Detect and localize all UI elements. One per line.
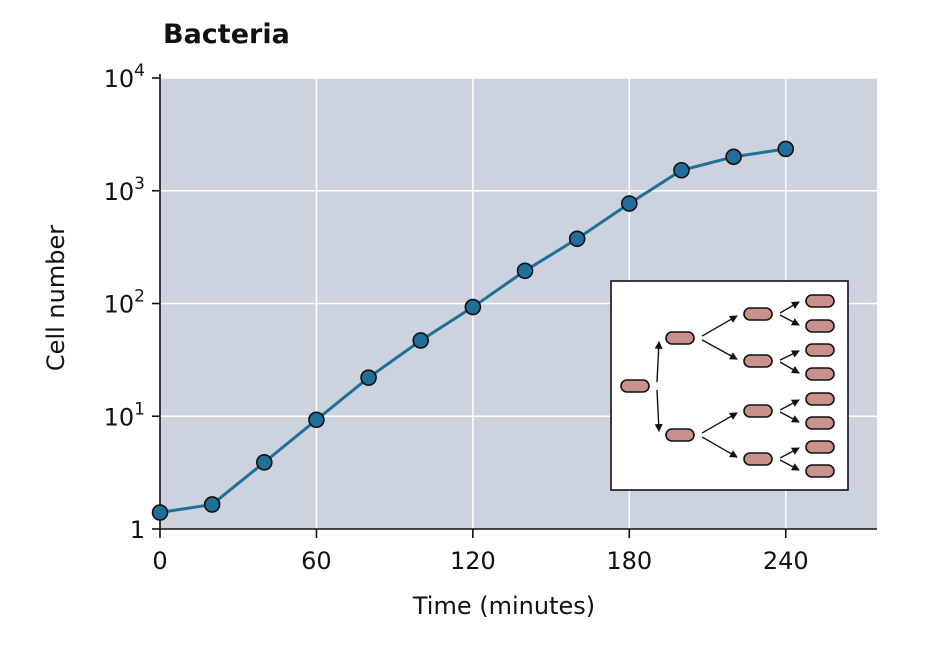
y-tick-label: 1 bbox=[130, 516, 145, 544]
division-arrow bbox=[779, 314, 800, 326]
division-arrow bbox=[779, 399, 800, 411]
division-arrow bbox=[779, 361, 800, 374]
data-point bbox=[412, 332, 430, 349]
division-arrow bbox=[779, 301, 800, 314]
x-tick-label: 0 bbox=[152, 547, 167, 575]
bacterium-cell bbox=[620, 379, 650, 393]
data-point bbox=[308, 411, 325, 429]
bacterium-cell bbox=[805, 464, 835, 478]
x-axis-ticks: 0 60 120 180 240 bbox=[152, 529, 809, 575]
division-arrow bbox=[779, 411, 800, 423]
bacterial-division-tree-icon bbox=[610, 280, 849, 491]
data-point bbox=[360, 369, 377, 386]
x-tick-label: 60 bbox=[301, 547, 332, 575]
division-arrow bbox=[779, 447, 800, 459]
x-axis-label: Time (minutes) bbox=[412, 592, 595, 620]
data-point bbox=[725, 148, 742, 166]
division-arrow bbox=[654, 389, 663, 433]
bacterium-cell bbox=[743, 354, 773, 368]
data-point bbox=[464, 298, 482, 316]
division-arrow bbox=[701, 339, 738, 360]
bacterium-cell bbox=[805, 392, 835, 406]
y-tick-label: 104 bbox=[104, 61, 145, 93]
x-tick-label: 120 bbox=[450, 547, 496, 575]
data-point bbox=[568, 230, 586, 248]
data-point bbox=[255, 454, 273, 471]
division-arrow bbox=[654, 340, 663, 383]
division-arrow bbox=[701, 315, 738, 337]
bacterium-cell bbox=[805, 294, 835, 308]
y-tick-label: 102 bbox=[104, 287, 145, 319]
y-axis-ticks: 1 101 102 103 104 bbox=[104, 61, 160, 544]
bacterium-cell bbox=[805, 343, 835, 357]
division-arrow bbox=[779, 459, 800, 471]
bacterium-cell bbox=[805, 319, 835, 333]
bacterium-cell bbox=[743, 307, 773, 321]
data-point bbox=[151, 504, 169, 521]
bacterium-cell bbox=[805, 416, 835, 430]
bacterium-cell bbox=[743, 452, 773, 466]
chart-title: Bacteria bbox=[163, 19, 290, 50]
data-point bbox=[777, 140, 795, 158]
division-arrow bbox=[701, 412, 738, 434]
y-axis-label: Cell number bbox=[42, 225, 70, 371]
division-arrow bbox=[779, 350, 800, 361]
growth-series bbox=[151, 140, 795, 521]
data-point bbox=[203, 496, 221, 513]
data-point bbox=[516, 262, 534, 280]
bacterium-cell bbox=[743, 404, 773, 418]
bacterium-cell bbox=[665, 428, 695, 442]
axes bbox=[159, 74, 877, 530]
y-tick-label: 103 bbox=[104, 174, 145, 206]
y-tick-label: 101 bbox=[104, 399, 145, 431]
bacterium-cell bbox=[665, 331, 695, 345]
data-point bbox=[673, 161, 690, 179]
division-arrow bbox=[701, 436, 738, 458]
bacterium-cell bbox=[805, 440, 835, 454]
x-tick-label: 180 bbox=[606, 547, 652, 575]
bacterium-cell bbox=[805, 367, 835, 381]
data-point bbox=[621, 195, 638, 212]
x-tick-label: 240 bbox=[763, 547, 809, 575]
